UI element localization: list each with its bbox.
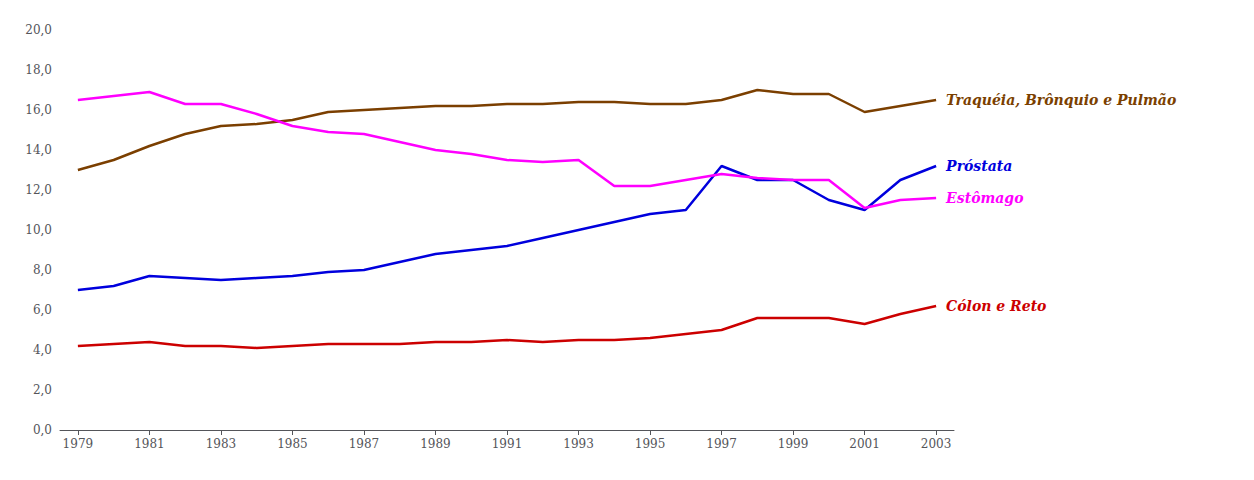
svg-text:Cólon e Reto: Cólon e Reto (946, 298, 1046, 314)
svg-text:1999: 1999 (778, 437, 809, 451)
svg-text:2003: 2003 (921, 437, 952, 451)
svg-text:2,0: 2,0 (33, 383, 52, 397)
svg-text:0,0: 0,0 (33, 423, 52, 437)
svg-text:2001: 2001 (849, 437, 880, 451)
svg-text:8,0: 8,0 (33, 263, 52, 277)
svg-text:16,0: 16,0 (25, 103, 52, 117)
svg-text:4,0: 4,0 (33, 343, 52, 357)
svg-text:1997: 1997 (706, 437, 737, 451)
svg-text:Estômago: Estômago (945, 190, 1023, 206)
svg-text:1991: 1991 (492, 437, 523, 451)
svg-text:1987: 1987 (349, 437, 380, 451)
svg-text:Próstata: Próstata (945, 158, 1012, 174)
svg-text:1989: 1989 (420, 437, 451, 451)
svg-text:12,0: 12,0 (25, 183, 52, 197)
svg-text:Traquéia, Brônquio e Pulmão: Traquéia, Brônquio e Pulmão (946, 92, 1176, 108)
svg-text:6,0: 6,0 (33, 303, 52, 317)
svg-text:18,0: 18,0 (25, 63, 52, 77)
svg-text:14,0: 14,0 (25, 143, 52, 157)
svg-text:1985: 1985 (277, 437, 308, 451)
svg-text:1979: 1979 (63, 437, 94, 451)
svg-text:1983: 1983 (206, 437, 237, 451)
svg-text:20,0: 20,0 (25, 23, 52, 37)
svg-text:10,0: 10,0 (25, 223, 52, 237)
svg-text:1995: 1995 (635, 437, 666, 451)
svg-text:1981: 1981 (134, 437, 165, 451)
svg-text:1993: 1993 (563, 437, 594, 451)
